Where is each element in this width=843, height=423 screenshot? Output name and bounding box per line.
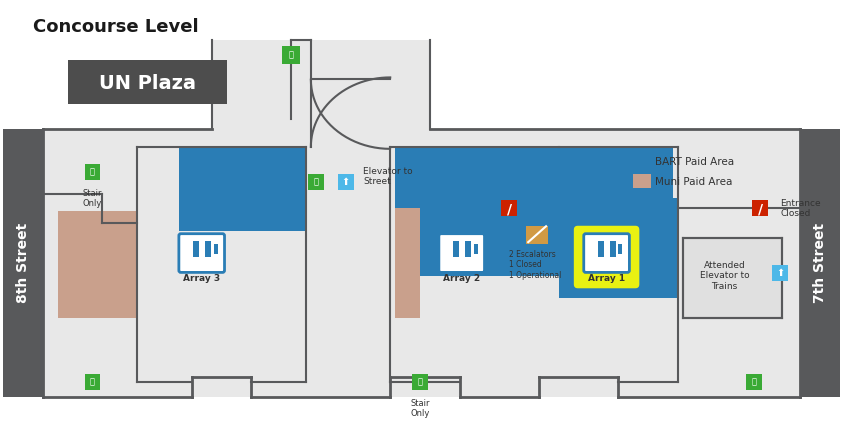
Bar — [678, 147, 800, 380]
Bar — [753, 201, 768, 216]
FancyBboxPatch shape — [574, 226, 639, 288]
Bar — [609, 241, 615, 256]
Bar — [598, 241, 604, 256]
Text: BART Paid Area: BART Paid Area — [655, 157, 734, 167]
Bar — [58, 147, 137, 212]
Bar — [772, 265, 788, 281]
Bar — [453, 241, 459, 256]
Text: Entrance
Closed: Entrance Closed — [781, 199, 821, 218]
Bar — [308, 174, 324, 190]
Text: ⬆: ⬆ — [341, 177, 350, 187]
Text: /: / — [758, 202, 763, 217]
Text: Elevator to
Street: Elevator to Street — [363, 167, 413, 187]
Bar — [205, 241, 211, 256]
Text: Array 3: Array 3 — [183, 275, 220, 283]
Bar — [306, 147, 395, 380]
Bar — [84, 164, 100, 180]
Bar — [212, 40, 430, 139]
Bar — [177, 147, 306, 231]
Bar — [559, 198, 678, 298]
Text: 🚶: 🚶 — [288, 50, 293, 59]
Bar — [3, 129, 43, 397]
Text: 🚶: 🚶 — [90, 378, 95, 387]
Bar — [330, 209, 420, 318]
Text: UN Plaza: UN Plaza — [99, 74, 196, 93]
FancyBboxPatch shape — [179, 233, 224, 272]
Bar — [213, 244, 217, 253]
Text: ⬆: ⬆ — [776, 268, 784, 278]
Text: Attended
Elevator to
Trains: Attended Elevator to Trains — [700, 261, 749, 291]
Bar — [502, 201, 518, 216]
Bar — [559, 147, 673, 246]
Bar — [800, 129, 840, 397]
Bar — [390, 147, 588, 276]
Bar — [67, 60, 227, 104]
FancyBboxPatch shape — [583, 233, 630, 272]
Text: 8th Street: 8th Street — [16, 223, 30, 303]
Bar — [338, 174, 353, 190]
Bar — [683, 238, 782, 318]
Text: Concourse Level: Concourse Level — [33, 18, 199, 36]
Text: /: / — [507, 202, 512, 217]
Text: Stair
Only: Stair Only — [411, 399, 430, 418]
Text: 🚶: 🚶 — [90, 167, 95, 176]
Bar — [464, 241, 470, 256]
Text: Array 2: Array 2 — [443, 275, 481, 283]
Bar — [84, 374, 100, 390]
Bar — [412, 374, 428, 390]
Text: 2 Escalators
1 Closed
1 Operational: 2 Escalators 1 Closed 1 Operational — [509, 250, 561, 280]
Text: Muni Paid Area: Muni Paid Area — [655, 177, 733, 187]
Text: Stair
Only: Stair Only — [83, 189, 102, 208]
Text: 🚶: 🚶 — [417, 378, 422, 387]
Bar — [633, 154, 652, 168]
Text: Array 1: Array 1 — [588, 275, 626, 283]
Bar — [282, 46, 300, 63]
Bar — [58, 209, 137, 318]
Text: 7th Street: 7th Street — [813, 223, 827, 303]
Bar — [193, 241, 199, 256]
Bar — [633, 174, 652, 187]
Bar — [619, 244, 622, 253]
Bar — [747, 374, 762, 390]
Bar — [137, 147, 179, 380]
Bar — [526, 226, 548, 244]
Text: 🚶: 🚶 — [752, 378, 757, 387]
FancyBboxPatch shape — [439, 233, 485, 272]
Bar — [474, 244, 478, 253]
Bar — [43, 129, 800, 397]
Text: 🚶: 🚶 — [314, 177, 319, 186]
